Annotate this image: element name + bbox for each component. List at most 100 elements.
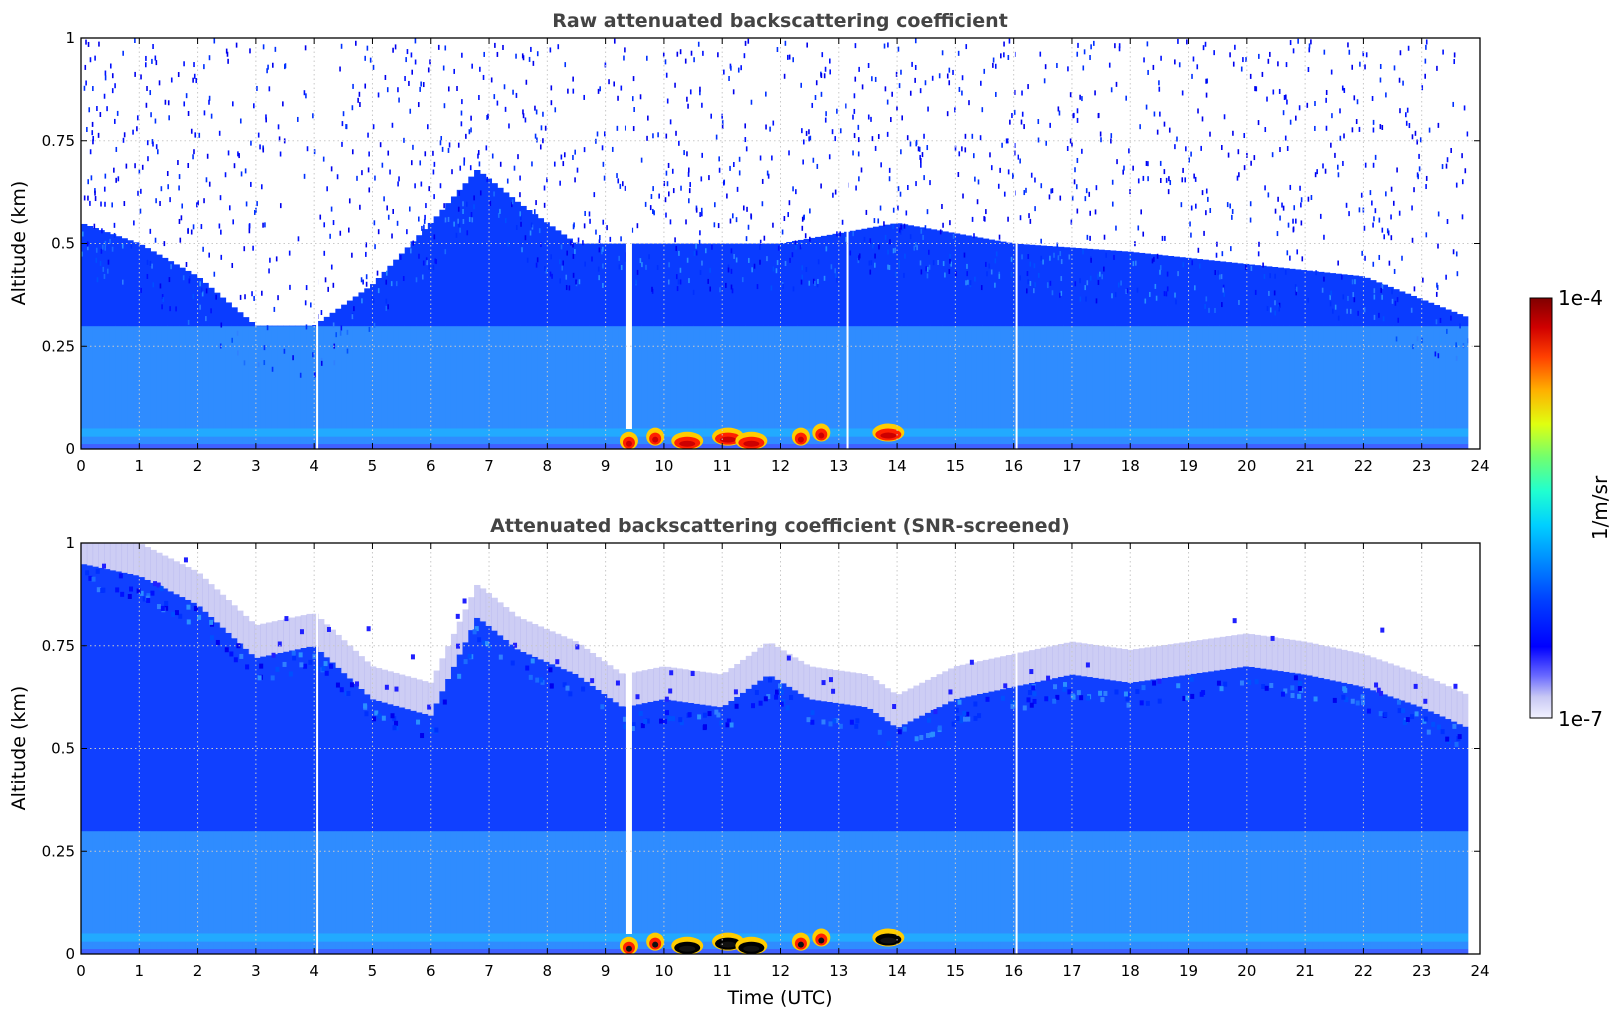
field-cell xyxy=(699,671,706,705)
speckle xyxy=(1295,286,1298,292)
speckle xyxy=(648,254,650,260)
field-cell xyxy=(1196,325,1204,449)
speckle xyxy=(513,642,518,648)
speckle xyxy=(1394,300,1397,306)
speckle xyxy=(1085,296,1087,302)
speckle xyxy=(164,605,169,611)
field-cell xyxy=(1104,325,1111,449)
field-cell xyxy=(1439,325,1446,449)
speckle xyxy=(1386,228,1389,234)
speckle xyxy=(816,282,819,288)
speckle xyxy=(525,79,528,85)
field-cell xyxy=(1283,325,1290,449)
field-cell xyxy=(572,830,579,954)
speckle xyxy=(92,86,94,92)
speckle xyxy=(164,600,169,606)
speckle xyxy=(235,42,238,48)
speckle xyxy=(549,271,552,277)
speckle xyxy=(733,253,735,259)
speckle xyxy=(229,651,234,657)
field-cell xyxy=(1133,252,1140,327)
speckle xyxy=(1348,49,1351,55)
speckle xyxy=(205,288,208,294)
field-cell xyxy=(86,565,94,832)
field-cell xyxy=(930,709,938,832)
speckle xyxy=(931,75,934,81)
field-cell xyxy=(774,646,782,680)
speckle xyxy=(1164,235,1166,241)
speckle xyxy=(170,77,173,83)
speckle xyxy=(565,285,568,291)
speckle xyxy=(1286,250,1289,256)
speckle xyxy=(919,734,924,740)
field-cell xyxy=(566,830,573,954)
field-cell xyxy=(231,638,238,832)
field-cell xyxy=(1069,325,1076,449)
speckle xyxy=(636,223,639,229)
speckle xyxy=(1115,81,1118,87)
speckle xyxy=(92,139,94,145)
speckle xyxy=(1329,301,1332,307)
speckle xyxy=(299,662,304,668)
speckle xyxy=(456,643,461,649)
speckle xyxy=(1325,89,1328,95)
speckle xyxy=(620,85,623,91)
field-cell xyxy=(1312,676,1319,832)
speckle xyxy=(554,107,557,113)
speckle xyxy=(104,240,107,246)
speckle xyxy=(203,64,205,70)
speckle xyxy=(1369,190,1372,196)
field-cell xyxy=(1231,325,1238,449)
speckle xyxy=(158,80,161,86)
speckle xyxy=(1062,686,1067,692)
field-cell xyxy=(1098,249,1105,327)
field-cell xyxy=(699,243,706,327)
speckle xyxy=(998,234,1001,240)
field-cell xyxy=(179,597,186,832)
speckle xyxy=(177,72,180,78)
x-tick-label: 15 xyxy=(946,962,965,980)
field-cell xyxy=(566,325,573,449)
speckle xyxy=(758,700,763,706)
speckle xyxy=(167,100,170,106)
field-cell xyxy=(549,830,556,954)
field-cell xyxy=(953,698,961,832)
field-cell xyxy=(884,224,891,327)
speckle xyxy=(284,63,287,69)
field-cell xyxy=(919,227,926,327)
speckle xyxy=(701,152,704,158)
field-cell xyxy=(393,325,400,449)
field-cell xyxy=(1456,691,1464,725)
speckle xyxy=(1055,694,1060,700)
speckle xyxy=(675,130,677,136)
field-cell xyxy=(1156,254,1163,327)
speckle xyxy=(1000,53,1002,59)
speckle xyxy=(668,262,670,268)
speckle xyxy=(644,201,647,207)
speckle xyxy=(890,117,892,123)
speckle xyxy=(282,661,287,667)
speckle xyxy=(665,170,668,176)
field-cell xyxy=(491,830,498,954)
speckle xyxy=(154,237,157,243)
speckle xyxy=(237,151,239,157)
field-cell xyxy=(1109,830,1117,954)
field-cell xyxy=(560,830,568,954)
speckle xyxy=(1097,273,1099,279)
speckle xyxy=(113,167,115,173)
speckle xyxy=(1463,105,1466,111)
speckle xyxy=(1321,287,1324,293)
speckle xyxy=(205,316,207,322)
field-cell xyxy=(115,543,123,572)
speckle xyxy=(419,160,422,166)
field-cell xyxy=(213,622,221,832)
field-cell xyxy=(81,223,88,327)
speckle xyxy=(1289,40,1292,46)
speckle xyxy=(1136,287,1139,293)
speckle xyxy=(1043,78,1046,84)
speckle xyxy=(1391,289,1393,295)
field-cell xyxy=(1364,655,1371,689)
hotspot-core xyxy=(818,937,825,944)
speckle xyxy=(374,175,376,181)
speckle xyxy=(111,88,114,94)
